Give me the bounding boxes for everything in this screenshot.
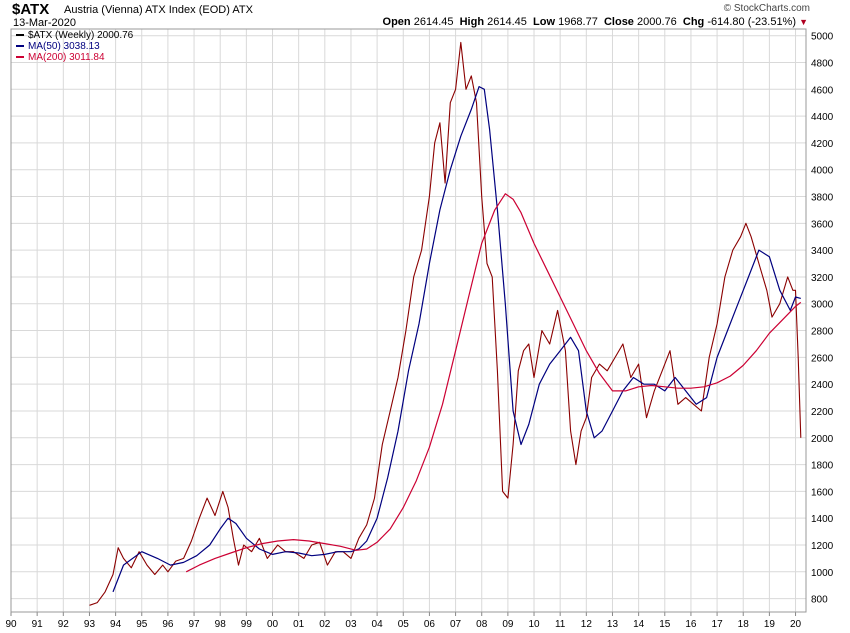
high-label: High (459, 16, 485, 28)
close-label: Close (603, 16, 634, 28)
x-tick-label: 96 (162, 619, 174, 630)
y-tick-label: 4400 (811, 112, 834, 123)
x-tick-label: 97 (188, 619, 200, 630)
x-tick-label: 91 (32, 619, 44, 630)
y-tick-label: 800 (811, 595, 828, 606)
x-tick-label: 18 (738, 619, 750, 630)
x-tick-label: 02 (319, 619, 331, 630)
x-tick-label: 98 (215, 619, 227, 630)
x-tick-label: 04 (372, 619, 384, 630)
y-tick-label: 1800 (811, 461, 834, 472)
symbol-label: $ATX (12, 1, 50, 18)
y-tick-label: 3000 (811, 300, 834, 311)
plot-area (11, 29, 806, 612)
x-tick-label: 15 (659, 619, 671, 630)
y-tick-label: 4600 (811, 85, 834, 96)
y-tick-label: 3800 (811, 193, 834, 204)
y-tick-label: 3600 (811, 219, 834, 230)
x-tick-label: 06 (424, 619, 436, 630)
high-value: 2614.45 (487, 16, 527, 28)
y-tick-label: 2600 (811, 353, 834, 364)
series-line-ma-50- (112, 85, 801, 593)
y-tick-label: 2800 (811, 327, 834, 338)
chg-label: Chg (682, 16, 705, 28)
x-tick-label: 07 (450, 619, 462, 630)
open-label: Open (382, 16, 411, 28)
series-line--atx-weekly- (89, 41, 802, 606)
legend-label: $ATX (Weekly) 2000.76 (28, 30, 134, 41)
x-tick-label: 10 (528, 619, 540, 630)
x-tick-label: 90 (5, 619, 17, 630)
ohlc-readout: Open 2614.45 High 2614.45 Low 1968.77 Cl… (383, 16, 808, 28)
x-tick-label: 01 (293, 619, 305, 630)
x-tick-label: 17 (712, 619, 724, 630)
y-tick-label: 3400 (811, 246, 834, 257)
y-tick-label: 1600 (811, 487, 834, 498)
x-tick-label: 05 (398, 619, 410, 630)
stockcharts-credit[interactable]: © StockCharts.com (723, 3, 810, 14)
x-tick-label: 95 (136, 619, 148, 630)
legend-label: MA(200) 3011.84 (28, 52, 105, 63)
x-tick-label: 00 (267, 619, 279, 630)
y-tick-label: 5000 (811, 32, 834, 43)
open-value: 2614.45 (413, 16, 454, 28)
plot-frame (10, 28, 807, 613)
x-tick-label: 93 (84, 619, 96, 630)
y-tick-label: 2400 (811, 380, 834, 391)
x-tick-label: 03 (345, 619, 357, 630)
x-tick-label: 12 (581, 619, 593, 630)
y-tick-label: 1400 (811, 514, 834, 525)
y-tick-label: 2000 (811, 434, 834, 445)
series-line-ma-200- (185, 193, 802, 573)
y-tick-label: 2200 (811, 407, 834, 418)
x-tick-label: 99 (241, 619, 253, 630)
x-tick-label: 14 (633, 619, 645, 630)
legend-label: MA(50) 3038.13 (28, 41, 100, 52)
x-tick-label: 16 (685, 619, 697, 630)
x-tick-label: 92 (58, 619, 70, 630)
y-tick-label: 4200 (811, 139, 834, 150)
low-value: 1968.77 (558, 16, 598, 28)
close-value: 2000.76 (637, 16, 677, 28)
y-tick-label: 1000 (811, 568, 834, 579)
chg-value: -614.80 (-23.51%) (707, 16, 797, 28)
low-label: Low (533, 16, 556, 28)
x-tick-label: 19 (764, 619, 776, 630)
y-tick-label: 4000 (811, 166, 834, 177)
chg-down-icon: ▼ (799, 17, 808, 27)
x-tick-label: 20 (790, 619, 802, 630)
x-tick-label: 08 (476, 619, 488, 630)
y-tick-label: 1200 (811, 541, 834, 552)
x-tick-label: 94 (110, 619, 122, 630)
x-tick-label: 11 (555, 619, 566, 630)
y-tick-label: 4800 (811, 59, 834, 70)
index-name: Austria (Vienna) ATX Index (EOD) ATX (64, 4, 253, 16)
y-tick-label: 3200 (811, 273, 834, 284)
x-tick-label: 13 (607, 619, 619, 630)
x-tick-label: 09 (502, 619, 514, 630)
chart-date: 13-Mar-2020 (13, 17, 76, 29)
